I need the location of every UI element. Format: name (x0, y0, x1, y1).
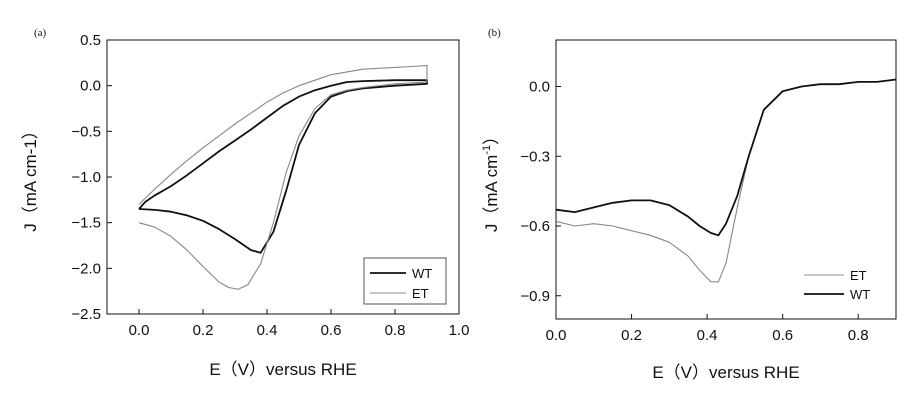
a-legend-label-et: ET (412, 286, 429, 301)
a-xtick-label-4: 0.8 (385, 322, 406, 339)
panel-b-ylabel: J（mA cm-1） (481, 128, 501, 232)
b-series-et-line (556, 80, 896, 282)
panel-a-xlabel: E（V）versus RHE (209, 360, 356, 379)
a-ytick-label-2: −0.5 (71, 123, 101, 140)
a-series-wt-line (139, 80, 427, 253)
b-ytick-label-2: −0.6 (520, 218, 550, 235)
panel-b-label: (b) (488, 27, 501, 39)
panel-b-ylabel-sup: -1 (481, 145, 493, 155)
panel-a-ylabel: J（mA cm-1） (21, 122, 40, 232)
panel-a-series (139, 66, 427, 290)
b-legend-label-et: ET (850, 268, 867, 283)
panel-b-legend: ET WT (804, 268, 870, 302)
panel-a-legend: WT ET (364, 258, 446, 304)
b-ytick-label-3: −0.9 (520, 288, 550, 305)
panel-a-label: (a) (34, 27, 47, 39)
b-series-wt-line (556, 80, 896, 236)
panel-b-ylabel-main: J（mA cm (482, 155, 501, 232)
a-ytick-label-5: −2.0 (71, 260, 101, 277)
a-xtick-label-2: 0.4 (257, 322, 278, 339)
a-xtick-label-5: 1.0 (449, 322, 470, 339)
panel-a: (a) 0.0 0.2 0.4 0.6 0.8 1.0 0.5 0.0 −0.5 −1.0 −1.5… (21, 27, 469, 379)
b-xtick-label-0: 0.0 (546, 327, 567, 344)
panel-b: (b) 0.00.20.40.60.80.0−0.3−0.6−0.9 ETWT … (481, 27, 896, 382)
panel-b-frame (556, 40, 896, 319)
a-ytick-label-6: −2.5 (71, 306, 101, 323)
b-legend-label-wt: WT (850, 287, 870, 302)
a-xtick-label-3: 0.6 (321, 322, 342, 339)
b-ytick-label-1: −0.3 (520, 148, 550, 165)
b-xtick-label-2: 0.4 (697, 327, 718, 344)
panel-b-xlabel: E（V）versus RHE (652, 363, 799, 382)
a-xtick-label-0: 0.0 (129, 322, 150, 339)
panel-b-series (556, 80, 896, 282)
b-xtick-label-3: 0.6 (772, 327, 793, 344)
a-ytick-label-1: 0.0 (80, 78, 101, 95)
a-legend-label-wt: WT (412, 266, 432, 281)
a-ytick-label-0: 0.5 (80, 32, 101, 49)
a-ytick-label-4: −1.5 (71, 215, 101, 232)
b-xtick-label-4: 0.8 (848, 327, 869, 344)
a-ytick-label-3: −1.0 (71, 169, 101, 186)
b-xtick-label-1: 0.2 (621, 327, 642, 344)
panel-a-legend-box (364, 258, 446, 304)
a-xtick-label-1: 0.2 (193, 322, 214, 339)
b-ytick-label-0: 0.0 (529, 79, 550, 96)
panel-b-ylabel-end: ） (482, 128, 501, 145)
